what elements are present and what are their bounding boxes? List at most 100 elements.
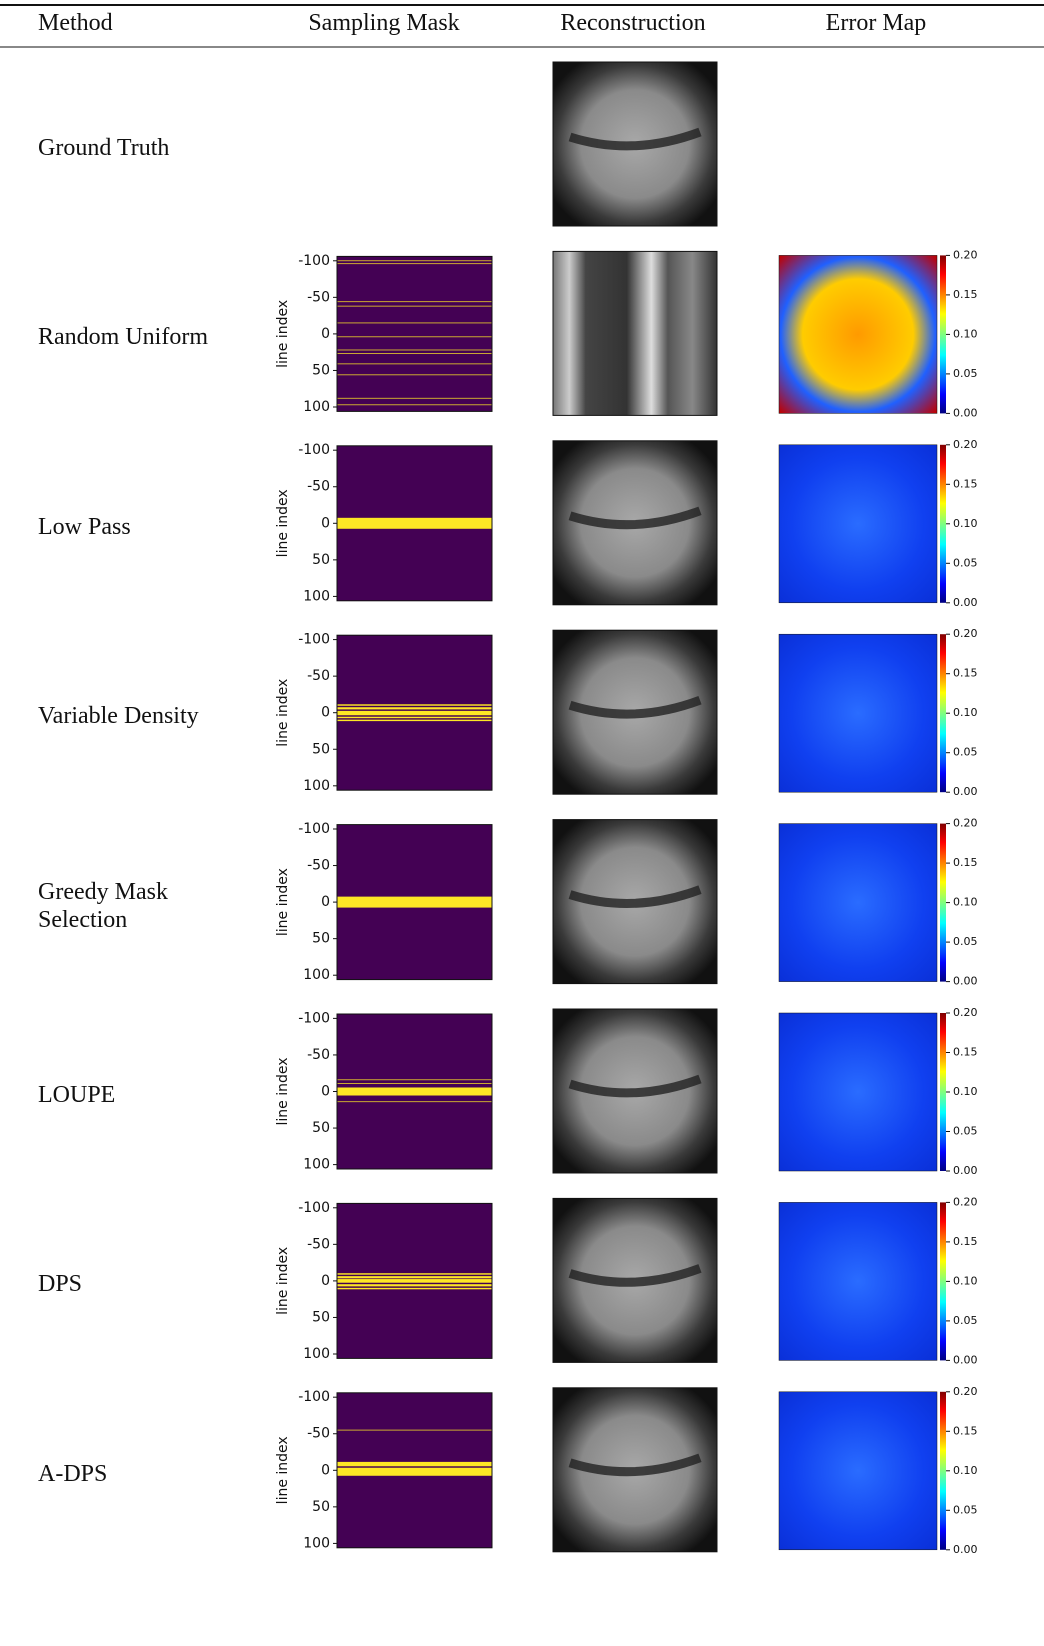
mask-line xyxy=(337,1083,492,1084)
error-map xyxy=(779,1392,937,1550)
y-tick-label: 0 xyxy=(321,515,330,531)
y-tick-label: -50 xyxy=(307,1047,330,1063)
y-tick-label: -50 xyxy=(307,1426,330,1442)
mask-line xyxy=(337,720,492,721)
mask-line xyxy=(337,717,492,718)
method-name: Ground Truth xyxy=(38,134,233,162)
mask-line xyxy=(337,374,492,375)
error-map xyxy=(779,1202,937,1360)
colorbar-tick-label: 0.05 xyxy=(953,935,978,948)
y-tick-label: 50 xyxy=(312,1309,330,1325)
y-tick-label: -50 xyxy=(307,479,330,495)
method-name: Low Pass xyxy=(38,513,233,541)
y-tick-label: -50 xyxy=(307,668,330,684)
mask-line xyxy=(337,306,492,307)
colorbar-tick-label: 0.10 xyxy=(953,1274,978,1287)
colorbar-tick-label: 0.20 xyxy=(953,1385,978,1398)
colorbar-tick-label: 0.00 xyxy=(953,596,978,609)
error-map xyxy=(779,445,937,603)
colorbar-tick-label: 0.15 xyxy=(953,1235,978,1248)
colorbar xyxy=(940,1202,946,1360)
y-tick-label: 100 xyxy=(303,399,330,415)
mask-line xyxy=(337,350,492,351)
colorbar-tick-label: 0.15 xyxy=(953,1424,978,1437)
colorbar-tick-label: 0.05 xyxy=(953,746,978,759)
colorbar-tick-label: 0.10 xyxy=(953,1085,978,1098)
colorbar-tick-label: 0.20 xyxy=(953,438,978,451)
y-tick-label: 50 xyxy=(312,1499,330,1515)
colorbar-tick-label: 0.15 xyxy=(953,856,978,869)
colorbar-tick-label: 0.20 xyxy=(953,817,978,830)
colorbar xyxy=(940,824,946,982)
method-name: LOUPE xyxy=(38,1081,233,1109)
y-tick-label: 100 xyxy=(303,1346,330,1362)
mask-line xyxy=(337,1430,492,1431)
mask-line xyxy=(337,518,492,529)
y-tick-label: -50 xyxy=(307,1236,330,1252)
colorbar-tick-label: 0.15 xyxy=(953,1046,978,1059)
y-axis-label: line index xyxy=(275,489,291,557)
colorbar-tick-label: 0.20 xyxy=(953,1195,978,1208)
colorbar xyxy=(940,445,946,603)
y-axis-label: line index xyxy=(275,679,291,747)
colorbar-tick-label: 0.10 xyxy=(953,517,978,530)
figure-page: {"header": ["Method", "Sampling Mask", "… xyxy=(0,0,1044,1646)
y-tick-label: 0 xyxy=(321,1462,330,1478)
y-axis-label: line index xyxy=(275,1436,291,1504)
figure: -100 -50 0 50 100 line index 0.00 0.05 0.10 0.15 0… xyxy=(0,0,1044,1646)
y-tick-label: -100 xyxy=(298,1200,330,1216)
y-tick-label: 100 xyxy=(303,1157,330,1173)
mask-line xyxy=(337,301,492,302)
y-tick-label: 0 xyxy=(321,894,330,910)
colorbar-tick-label: 0.00 xyxy=(953,1543,978,1556)
mask-line xyxy=(337,260,492,261)
colorbar-tick-label: 0.10 xyxy=(953,706,978,719)
colorbar-tick-label: 0.00 xyxy=(953,975,978,988)
colorbar-tick-label: 0.05 xyxy=(953,556,978,569)
y-tick-label: 50 xyxy=(312,741,330,757)
mask-line xyxy=(337,707,492,709)
y-axis-label: line index xyxy=(275,1057,291,1125)
mask-line xyxy=(337,1101,492,1102)
y-tick-label: 50 xyxy=(312,931,330,947)
y-tick-label: -100 xyxy=(298,632,330,648)
mask-line xyxy=(337,336,492,337)
colorbar-tick-label: 0.00 xyxy=(953,1353,978,1366)
colorbar xyxy=(940,634,946,792)
error-map xyxy=(779,824,937,982)
y-tick-label: 50 xyxy=(312,552,330,568)
mask-line xyxy=(337,711,492,715)
colorbar-tick-label: 0.15 xyxy=(953,477,978,490)
y-tick-label: -100 xyxy=(298,1389,330,1405)
colorbar-tick-label: 0.20 xyxy=(953,248,978,261)
colorbar-tick-label: 0.20 xyxy=(953,627,978,640)
colorbar-tick-label: 0.05 xyxy=(953,367,978,380)
mask-line xyxy=(337,1288,492,1289)
method-name: Variable Density xyxy=(38,702,233,730)
colorbar-tick-label: 0.10 xyxy=(953,327,978,340)
y-tick-label: -100 xyxy=(298,1010,330,1026)
mask-line xyxy=(337,398,492,399)
y-axis-label: line index xyxy=(275,300,291,368)
colorbar-tick-label: 0.00 xyxy=(953,785,978,798)
mask-line xyxy=(337,1087,492,1095)
y-tick-label: 100 xyxy=(303,588,330,604)
colorbar-tick-label: 0.15 xyxy=(953,288,978,301)
y-tick-label: 0 xyxy=(321,1273,330,1289)
y-tick-label: 100 xyxy=(303,778,330,794)
error-map xyxy=(779,255,937,413)
mask-line xyxy=(337,263,492,264)
method-name: Random Uniform xyxy=(38,323,233,351)
colorbar-tick-label: 0.00 xyxy=(953,1164,978,1177)
mask-background xyxy=(337,256,492,411)
colorbar-tick-label: 0.05 xyxy=(953,1503,978,1516)
mask-line xyxy=(337,364,492,365)
mask-line xyxy=(337,704,492,705)
y-tick-label: 0 xyxy=(321,326,330,342)
method-name: A-DPS xyxy=(38,1460,233,1488)
mask-line xyxy=(337,1284,492,1286)
mask-line xyxy=(337,1462,492,1466)
mask-line xyxy=(337,1279,492,1283)
colorbar-tick-label: 0.10 xyxy=(953,1464,978,1477)
colorbar xyxy=(940,1392,946,1550)
